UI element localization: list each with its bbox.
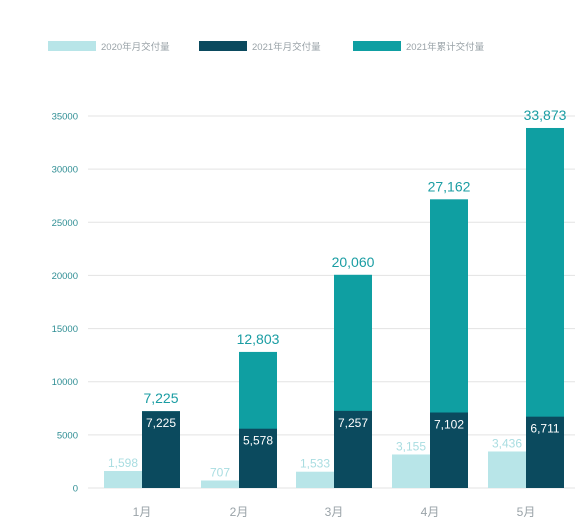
label-2021-monthly-1: 7,225 [146,416,176,430]
label-2021-monthly-2: 5,578 [243,434,273,448]
y-tick-label-15000: 15000 [52,324,78,335]
label-2020-5: 3,436 [492,436,522,450]
y-tick-label-10000: 10000 [52,377,78,388]
x-category-label-4: 4月 [421,505,440,519]
label-2021-monthly-4: 7,102 [434,418,464,432]
bar-2021-monthly-4 [430,412,468,488]
y-tick-label-25000: 25000 [52,218,78,229]
label-2020-4: 3,155 [396,439,426,453]
x-category-label-3: 3月 [325,505,344,519]
legend-label-3: 2021年累计交付量 [406,41,485,53]
label-2021-cumulative-1: 7,225 [143,390,178,406]
y-tick-label-0: 0 [73,484,78,495]
bar-2021-monthly-1 [142,411,180,488]
label-2020-3: 1,533 [300,457,330,471]
legend-swatch-1 [48,41,96,51]
bar-2021-monthly-3 [334,410,372,488]
label-2021-cumulative-3: 20,060 [332,254,375,270]
bar-2020-3 [296,471,334,488]
legend-swatch-3 [353,41,401,51]
label-2021-cumulative-2: 12,803 [237,331,280,347]
legend-label-2: 2021年月交付量 [252,41,321,53]
legend-label-1: 2020年月交付量 [101,41,170,53]
y-tick-label-35000: 35000 [52,112,78,123]
legend-swatch-2 [199,41,247,51]
bar-2021-monthly-2 [239,428,277,488]
label-2021-cumulative-4: 27,162 [428,178,471,194]
label-2021-monthly-3: 7,257 [338,416,368,430]
x-category-label-2: 2月 [230,505,249,519]
label-2020-1: 1,598 [108,456,138,470]
y-tick-label-30000: 30000 [52,165,78,176]
bar-2020-5 [488,451,526,488]
label-2021-monthly-5: 6,711 [530,422,559,436]
bar-2020-4 [392,454,430,488]
bar-2020-2 [201,480,239,488]
y-tick-label-20000: 20000 [52,271,78,282]
x-category-label-1: 1月 [133,505,152,519]
label-2020-2: 707 [210,465,230,479]
label-2021-cumulative-5: 33,873 [524,107,567,123]
x-category-label-5: 5月 [517,505,536,519]
bar-2021-monthly-5 [526,416,564,488]
y-tick-label-5000: 5000 [57,430,78,441]
bar-2020-1 [104,471,142,488]
